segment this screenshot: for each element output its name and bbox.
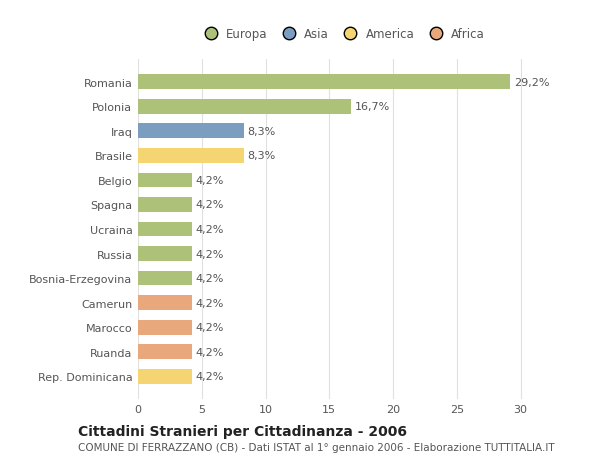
Text: 4,2%: 4,2% <box>196 175 224 185</box>
Text: 29,2%: 29,2% <box>514 78 550 88</box>
Bar <box>138 149 244 163</box>
Text: Cittadini Stranieri per Cittadinanza - 2006: Cittadini Stranieri per Cittadinanza - 2… <box>78 425 407 438</box>
Text: 4,2%: 4,2% <box>196 224 224 235</box>
Bar <box>138 75 510 90</box>
Bar <box>138 345 191 359</box>
Text: 4,2%: 4,2% <box>196 298 224 308</box>
Text: 8,3%: 8,3% <box>248 127 276 136</box>
Bar <box>138 296 191 310</box>
Text: 4,2%: 4,2% <box>196 249 224 259</box>
Bar <box>138 222 191 237</box>
Text: 4,2%: 4,2% <box>196 274 224 284</box>
Bar <box>138 271 191 286</box>
Bar <box>138 320 191 335</box>
Legend: Europa, Asia, America, Africa: Europa, Asia, America, Africa <box>199 28 485 41</box>
Bar <box>138 124 244 139</box>
Text: 4,2%: 4,2% <box>196 323 224 332</box>
Bar <box>138 100 351 114</box>
Bar <box>138 173 191 188</box>
Bar <box>138 246 191 261</box>
Text: 8,3%: 8,3% <box>248 151 276 161</box>
Text: COMUNE DI FERRAZZANO (CB) - Dati ISTAT al 1° gennaio 2006 - Elaborazione TUTTITA: COMUNE DI FERRAZZANO (CB) - Dati ISTAT a… <box>78 442 554 452</box>
Text: 4,2%: 4,2% <box>196 200 224 210</box>
Bar <box>138 198 191 213</box>
Text: 4,2%: 4,2% <box>196 371 224 381</box>
Text: 16,7%: 16,7% <box>355 102 390 112</box>
Text: 4,2%: 4,2% <box>196 347 224 357</box>
Bar <box>138 369 191 384</box>
